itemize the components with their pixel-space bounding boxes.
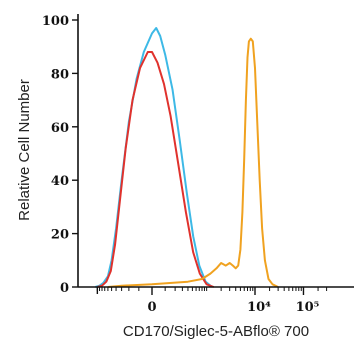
axis-layer (77, 14, 354, 288)
y-tick-label: 80 (51, 67, 69, 82)
x-axis-title: CD170/Siglec-5-ABflo® 700 (123, 323, 309, 340)
y-tick-label: 60 (51, 121, 69, 136)
x-tick-label: 10⁴ (247, 300, 271, 315)
series-line-3 (107, 37, 279, 288)
y-axis-title: Relative Cell Number (16, 79, 33, 221)
y-tick-label: 100 (42, 14, 69, 29)
y-ticks: 0 20 40 60 80 100 (42, 14, 78, 296)
series-line-1 (95, 27, 213, 288)
series-line-2 (97, 51, 215, 288)
y-tick-label: 40 (51, 174, 69, 189)
x-ticks: 0 10⁴ 10⁵ (96, 287, 328, 315)
series-layer (95, 27, 279, 288)
x-tick-label: 10⁵ (296, 300, 320, 315)
y-tick-label: 0 (60, 281, 69, 296)
y-tick-label: 20 (51, 228, 69, 243)
x-tick-label: 0 (147, 300, 156, 315)
